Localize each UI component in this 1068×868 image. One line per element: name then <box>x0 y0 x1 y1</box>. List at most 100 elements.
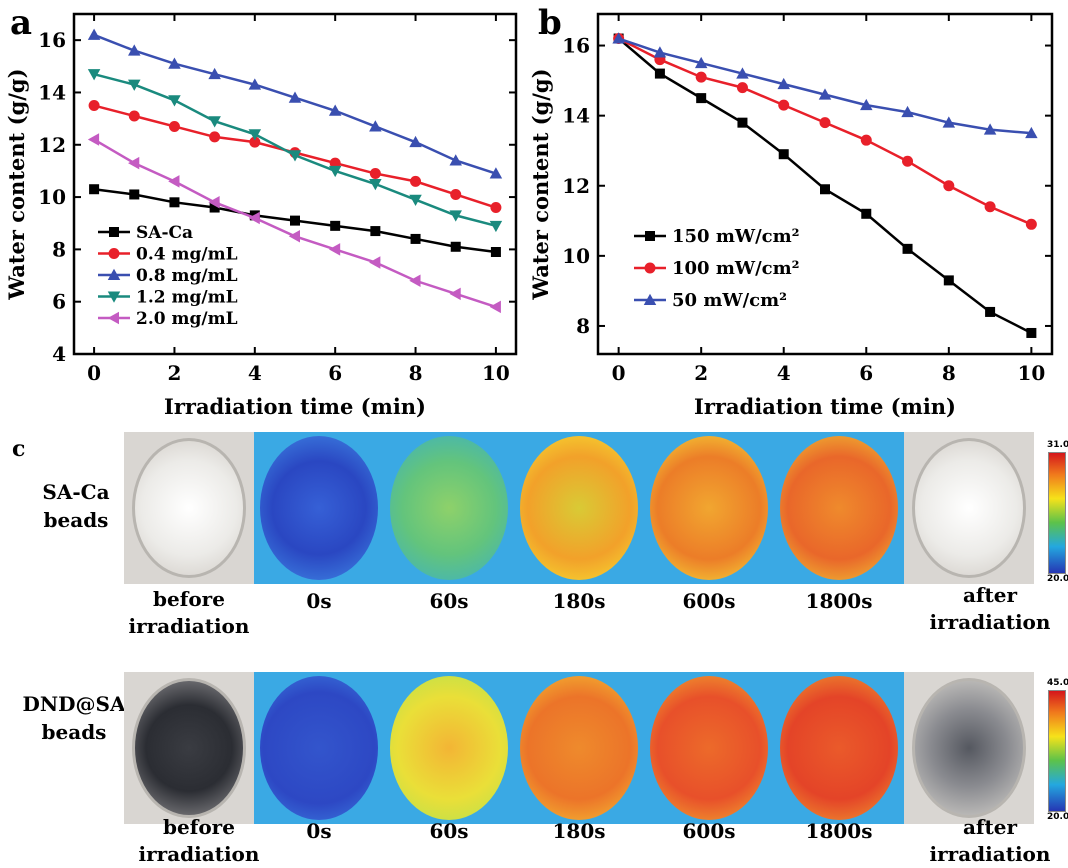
panel-a-letter: a <box>10 3 33 43</box>
data-point <box>369 256 381 269</box>
data-point <box>778 99 790 111</box>
x-tick-label: 0 <box>612 361 626 385</box>
data-point <box>410 233 421 244</box>
row-label-line1: DND@SA <box>22 692 126 716</box>
x-tick-label: 6 <box>328 361 342 385</box>
data-point <box>208 196 220 209</box>
data-point <box>985 306 996 317</box>
data-point <box>87 28 101 40</box>
data-point <box>943 275 954 286</box>
legend-marker <box>107 311 119 325</box>
data-point <box>449 287 461 301</box>
y-tick-label: 16 <box>562 34 590 58</box>
column-label-60s: 60s <box>429 589 469 613</box>
data-point <box>818 88 832 100</box>
data-point <box>490 247 501 257</box>
data-point <box>168 95 181 107</box>
legend-marker <box>108 248 120 259</box>
data-point <box>860 98 873 111</box>
data-point <box>369 179 382 191</box>
legend-label: 150 mW/cm² <box>672 226 800 247</box>
x-tick-label: 2 <box>167 361 181 385</box>
data-point <box>489 167 503 179</box>
data-point <box>208 67 221 80</box>
x-tick-label: 6 <box>859 361 873 385</box>
y-tick-label: 10 <box>38 185 66 209</box>
photo-before-irradiation <box>124 432 254 584</box>
legend-label: SA-Ca <box>136 223 193 243</box>
series-3 <box>87 69 503 233</box>
data-point <box>653 46 667 58</box>
legend-label: 0.8 mg/mL <box>136 266 238 286</box>
row-label-line2: beads <box>41 720 107 744</box>
thermal-image-600s <box>644 672 774 824</box>
data-point <box>409 135 422 148</box>
x-tick-label: 10 <box>482 361 510 385</box>
thermal-image-1800s <box>774 672 904 824</box>
data-point <box>612 32 625 44</box>
data-point <box>696 93 707 104</box>
data-point <box>328 243 341 256</box>
photo-after-irradiation <box>904 432 1034 584</box>
colorbar-dnd-sa <box>1048 690 1066 812</box>
colorbar-min-label: 20.0 <box>1047 574 1068 584</box>
thermal-image-180s <box>514 432 644 584</box>
colorbar-max-label: 45.0 <box>1047 678 1068 688</box>
data-point <box>290 215 300 226</box>
data-point <box>168 57 181 69</box>
legend-label: 0.4 mg/mL <box>136 245 238 265</box>
data-point <box>450 241 461 252</box>
legend-label: 50 mW/cm² <box>672 290 787 311</box>
data-point <box>129 189 140 200</box>
column-label-1800s: 1800s <box>805 589 873 613</box>
petri-dish <box>912 678 1026 818</box>
y-axis-label: Water content (g/g) <box>4 68 29 300</box>
legend-marker <box>645 231 655 241</box>
column-label-180s: 180s <box>552 819 606 843</box>
y-tick-label: 10 <box>562 244 590 268</box>
data-point <box>249 136 261 148</box>
y-axis-label: Water content (g/g) <box>530 68 553 300</box>
photo-before-irradiation <box>124 672 254 824</box>
data-point <box>248 211 260 225</box>
data-point <box>983 123 997 135</box>
x-tick-label: 2 <box>694 361 708 385</box>
y-tick-label: 8 <box>576 314 590 338</box>
data-point <box>128 110 140 122</box>
data-point <box>89 184 100 195</box>
chart-a: 0 2 4 6 8 10 4 6 8 10 12 14 16 Irradiation time (min)… <box>4 12 518 419</box>
data-point <box>328 104 342 116</box>
legend-label: 1.2 mg/mL <box>136 288 238 308</box>
panel-b-letter: b <box>538 3 562 43</box>
photo-row-dnd-sa <box>124 672 1048 824</box>
y-tick-label: 12 <box>38 133 66 157</box>
column-label-after: after irradiation <box>929 815 1051 866</box>
row-label-line1: SA-Ca <box>42 480 110 504</box>
data-point <box>369 168 381 180</box>
legend-label: 100 mW/cm² <box>672 258 800 279</box>
thermal-image-60s <box>384 432 514 584</box>
column-label-1800s: 1800s <box>805 819 873 843</box>
x-tick-label: 4 <box>777 361 791 385</box>
data-point <box>736 67 749 79</box>
series-4 <box>87 133 501 314</box>
data-point <box>902 155 914 167</box>
data-point <box>489 300 501 314</box>
petri-dish <box>132 678 246 818</box>
x-axis-label: Irradiation time (min) <box>694 394 956 419</box>
row-label-dnd-sa: DND@SA beads <box>22 690 126 746</box>
y-tick-label: 14 <box>562 104 590 128</box>
colorbar-max-label: 31.0 <box>1047 440 1068 450</box>
data-point <box>820 184 830 195</box>
data-point <box>489 220 503 233</box>
legend-marker <box>107 291 121 303</box>
column-label-600s: 600s <box>682 589 736 613</box>
data-point <box>449 210 462 222</box>
data-point <box>819 117 831 129</box>
x-axis-label: Irradiation time (min) <box>164 394 426 419</box>
legend-marker <box>643 293 657 305</box>
series-0 <box>613 33 1037 338</box>
data-point <box>288 150 302 162</box>
data-point <box>168 120 180 132</box>
data-point <box>169 197 180 208</box>
